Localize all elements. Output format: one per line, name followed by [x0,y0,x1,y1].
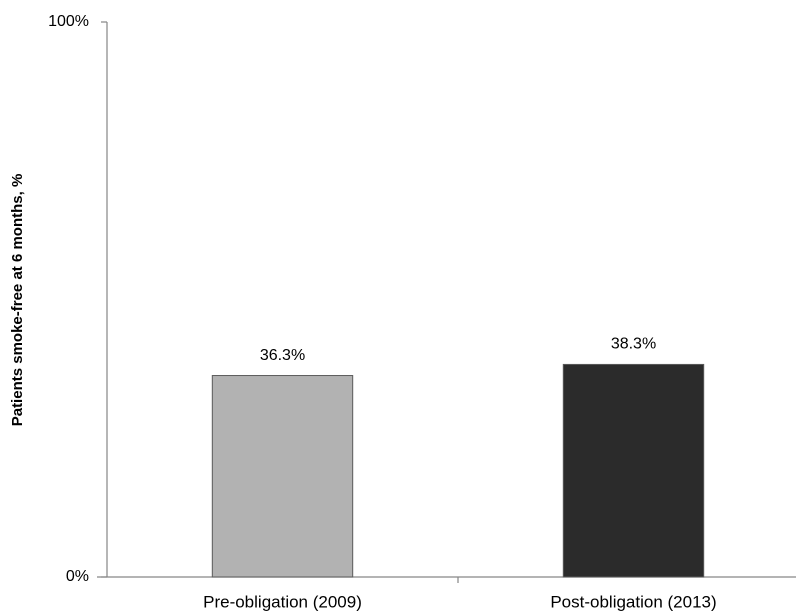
y-axis-title: Patients smoke-free at 6 months, % [9,174,26,427]
bar [211,375,354,578]
value-label: 38.3% [611,336,656,353]
bar [562,363,705,578]
y-tick-label: 100% [48,13,89,30]
x-tick-label: Post-obligation (2013) [550,592,716,611]
x-tick-label: Pre-obligation (2009) [203,592,362,611]
value-label: 36.3% [260,347,305,364]
y-tick-label: 0% [66,568,89,585]
